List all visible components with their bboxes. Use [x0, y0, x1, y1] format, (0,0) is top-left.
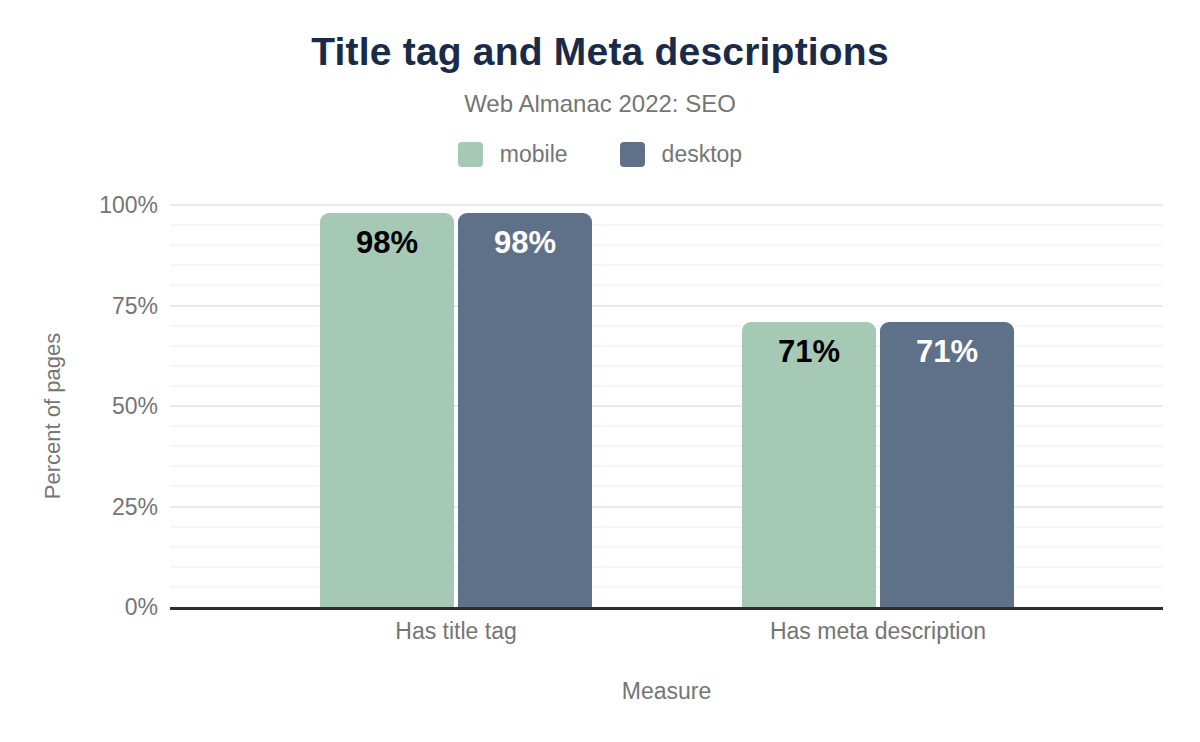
minor-gridline-65 [170, 345, 1163, 347]
plot-area: 98%98% 71%71% [170, 205, 1163, 607]
chart-subtitle: Web Almanac 2022: SEO [0, 90, 1200, 118]
minor-gridline-45 [170, 425, 1163, 427]
legend: mobile desktop [0, 141, 1200, 168]
y-axis-title: Percent of pages [40, 301, 66, 531]
bar-mobile-has-meta-description: 71% [742, 322, 876, 607]
y-tick-label-75: 75% [58, 293, 158, 319]
bar-value-label-desktop-has-meta-description: 71% [880, 334, 1014, 370]
bar-value-label-mobile-has-meta-description: 71% [742, 334, 876, 370]
bar-desktop-has-title-tag: 98% [458, 213, 592, 607]
minor-gridline-40 [170, 445, 1163, 447]
minor-gridline-35 [170, 465, 1163, 467]
minor-gridline-95 [170, 224, 1163, 226]
minor-gridline-85 [170, 264, 1163, 266]
major-gridline-100 [170, 204, 1163, 206]
minor-gridline-15 [170, 546, 1163, 548]
chart-title: Title tag and Meta descriptions [0, 30, 1200, 74]
legend-item-desktop: desktop [620, 141, 743, 168]
x-axis-title: Measure [170, 678, 1163, 705]
bar-desktop-has-meta-description: 71% [880, 322, 1014, 607]
major-gridline-75 [170, 305, 1163, 307]
x-tick-label-has-meta-description: Has meta description [708, 618, 1048, 645]
legend-swatch-mobile [458, 142, 483, 167]
minor-gridline-20 [170, 526, 1163, 528]
x-axis-line [170, 607, 1163, 610]
chart-figure: Title tag and Meta descriptions Web Alma… [0, 0, 1200, 742]
bar-value-label-desktop-has-title-tag: 98% [458, 225, 592, 261]
y-tick-label-0: 0% [58, 594, 158, 620]
minor-gridline-5 [170, 586, 1163, 588]
y-tick-label-25: 25% [58, 494, 158, 520]
major-gridline-25 [170, 506, 1163, 508]
minor-gridline-90 [170, 244, 1163, 246]
minor-gridline-55 [170, 385, 1163, 387]
bar-mobile-has-title-tag: 98% [320, 213, 454, 607]
minor-gridline-80 [170, 284, 1163, 286]
legend-swatch-desktop [620, 142, 645, 167]
y-tick-label-50: 50% [58, 393, 158, 419]
minor-gridline-30 [170, 485, 1163, 487]
minor-gridline-70 [170, 325, 1163, 327]
legend-label-mobile: mobile [500, 141, 568, 168]
legend-label-desktop: desktop [662, 141, 743, 168]
legend-item-mobile: mobile [458, 141, 568, 168]
minor-gridline-10 [170, 566, 1163, 568]
minor-gridline-60 [170, 365, 1163, 367]
x-tick-label-has-title-tag: Has title tag [286, 618, 626, 645]
y-tick-label-100: 100% [58, 192, 158, 218]
major-gridline-50 [170, 405, 1163, 407]
bar-value-label-mobile-has-title-tag: 98% [320, 225, 454, 261]
